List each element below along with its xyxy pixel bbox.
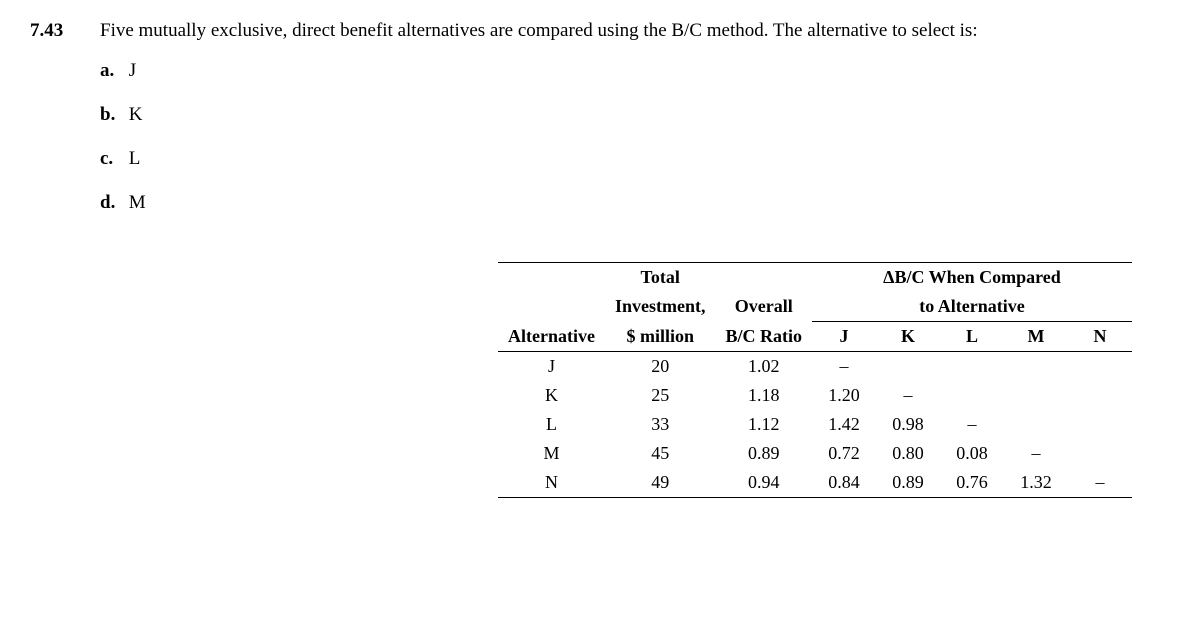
cell-inc	[1068, 439, 1132, 468]
cell-bc: 1.12	[715, 410, 812, 439]
hdr-investment-l3: $ million	[605, 322, 716, 352]
choice-value: K	[129, 104, 143, 125]
choice-label: c.	[100, 148, 124, 170]
choice-c: c. L	[100, 148, 1170, 170]
hdr-col-k: K	[876, 322, 940, 352]
cell-inv: 20	[605, 352, 716, 382]
cell-inc: 0.80	[876, 439, 940, 468]
choice-d: d. M	[100, 192, 1170, 214]
table-body: J 20 1.02 – K 25 1.18 1.20 –	[498, 352, 1132, 498]
hdr-investment-l1: Total	[605, 263, 716, 293]
cell-inc: 1.42	[812, 410, 876, 439]
cell-bc: 1.02	[715, 352, 812, 382]
cell-bc: 0.94	[715, 468, 812, 498]
cell-inc	[1004, 410, 1068, 439]
cell-inc: 0.84	[812, 468, 876, 498]
cell-inc: –	[876, 381, 940, 410]
hdr-col-m: M	[1004, 322, 1068, 352]
table-row: N 49 0.94 0.84 0.89 0.76 1.32 –	[498, 468, 1132, 498]
table-wrapper: Alternative Total ΔB/C When Compared Inv…	[100, 262, 1170, 498]
hdr-investment-l2: Investment,	[605, 292, 716, 322]
cell-inc: –	[1068, 468, 1132, 498]
hdr-col-j: J	[812, 322, 876, 352]
cell-inc: 1.20	[812, 381, 876, 410]
choice-value: M	[129, 192, 146, 213]
table-row: M 45 0.89 0.72 0.80 0.08 –	[498, 439, 1132, 468]
problem-block: 7.43 Five mutually exclusive, direct ben…	[30, 20, 1170, 498]
hdr-col-l: L	[940, 322, 1004, 352]
hdr-overall-l2: B/C Ratio	[715, 322, 812, 352]
choice-value: J	[129, 60, 136, 81]
cell-inc: 0.76	[940, 468, 1004, 498]
hdr-alternative: Alternative	[498, 263, 605, 352]
cell-alt: N	[498, 468, 605, 498]
cell-alt: J	[498, 352, 605, 382]
cell-inv: 33	[605, 410, 716, 439]
cell-inc: –	[1004, 439, 1068, 468]
table-row: L 33 1.12 1.42 0.98 –	[498, 410, 1132, 439]
cell-inc	[1068, 352, 1132, 382]
hdr-col-n: N	[1068, 322, 1132, 352]
cell-alt: K	[498, 381, 605, 410]
table-row: K 25 1.18 1.20 –	[498, 381, 1132, 410]
choice-label: b.	[100, 104, 124, 126]
cell-inc	[940, 381, 1004, 410]
cell-inv: 45	[605, 439, 716, 468]
table-row: J 20 1.02 –	[498, 352, 1132, 382]
cell-inc	[1004, 381, 1068, 410]
cell-inc: –	[940, 410, 1004, 439]
cell-inc	[876, 352, 940, 382]
cell-inc: 0.08	[940, 439, 1004, 468]
cell-inv: 49	[605, 468, 716, 498]
bc-table: Alternative Total ΔB/C When Compared Inv…	[498, 262, 1132, 498]
cell-inc: –	[812, 352, 876, 382]
choice-b: b. K	[100, 104, 1170, 126]
cell-inc	[1068, 381, 1132, 410]
cell-inc	[1068, 410, 1132, 439]
hdr-overall-l1: Overall	[715, 292, 812, 322]
cell-inc: 1.32	[1004, 468, 1068, 498]
hdr-inc-l2: to Alternative	[812, 292, 1132, 322]
problem-body: Five mutually exclusive, direct benefit …	[100, 20, 1170, 498]
cell-inc	[1004, 352, 1068, 382]
cell-inc	[940, 352, 1004, 382]
problem-text: Five mutually exclusive, direct benefit …	[100, 20, 1170, 42]
cell-alt: M	[498, 439, 605, 468]
cell-alt: L	[498, 410, 605, 439]
cell-inc: 0.72	[812, 439, 876, 468]
cell-inv: 25	[605, 381, 716, 410]
choice-label: d.	[100, 192, 124, 214]
problem-number: 7.43	[30, 20, 100, 42]
choices-list: a. J b. K c. L d. M	[100, 60, 1170, 214]
cell-bc: 1.18	[715, 381, 812, 410]
cell-inc: 0.89	[876, 468, 940, 498]
choice-value: L	[129, 148, 141, 169]
cell-inc: 0.98	[876, 410, 940, 439]
cell-bc: 0.89	[715, 439, 812, 468]
hdr-inc-l1: ΔB/C When Compared	[812, 263, 1132, 293]
choice-a: a. J	[100, 60, 1170, 82]
choice-label: a.	[100, 60, 124, 82]
